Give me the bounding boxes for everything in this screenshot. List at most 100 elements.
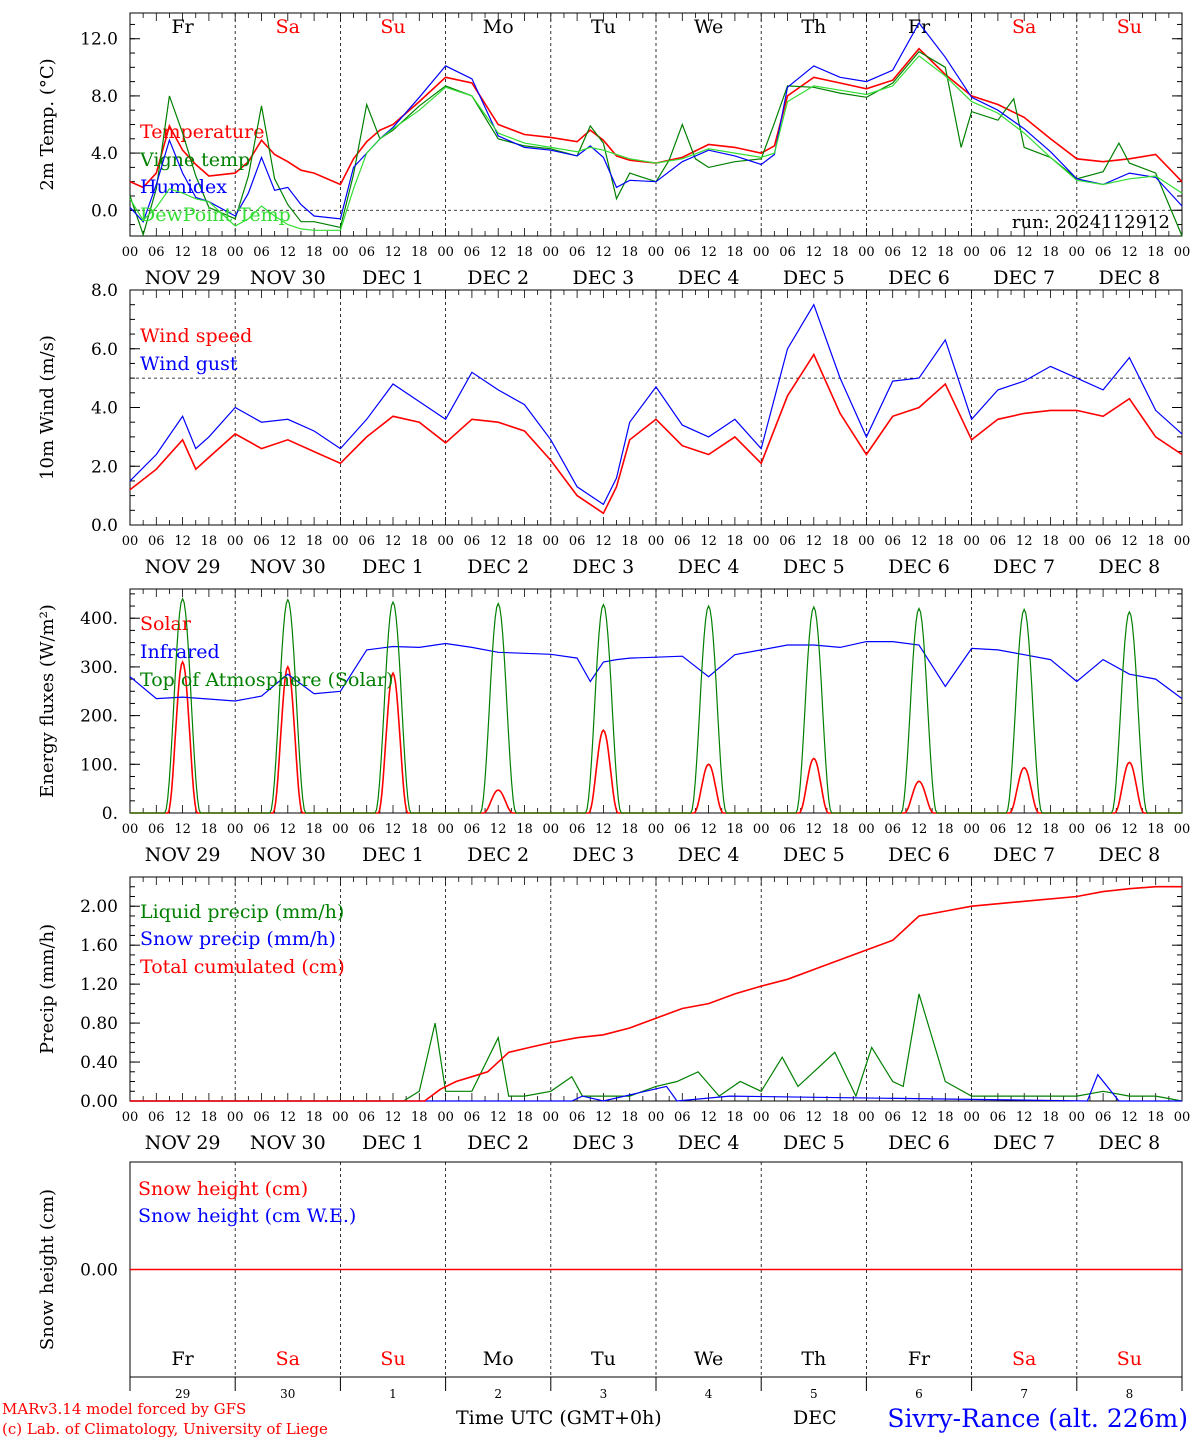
weekday-label: Sa xyxy=(276,16,300,38)
weekday-label: Sa xyxy=(1012,1348,1036,1370)
hour-tick-label: 00 xyxy=(753,245,770,260)
day-number-label: 6 xyxy=(915,1387,923,1401)
hour-tick-label: 00 xyxy=(1069,1110,1086,1125)
day-number-label: 29 xyxy=(175,1387,190,1401)
date-label: DEC 2 xyxy=(467,267,529,289)
hour-tick-label: 18 xyxy=(937,245,954,260)
y-tick-label: 4.0 xyxy=(91,144,118,164)
legend-entry: Infrared xyxy=(140,641,220,663)
hour-tick-label: 00 xyxy=(753,822,770,837)
hour-tick-label: 12 xyxy=(806,534,823,549)
weekday-label: Tu xyxy=(591,1348,616,1370)
date-label: DEC 3 xyxy=(573,267,635,289)
date-label: DEC 1 xyxy=(362,267,424,289)
hour-tick-label: 18 xyxy=(1042,534,1059,549)
weekday-label: Th xyxy=(801,16,826,38)
hour-tick-label: 00 xyxy=(648,245,665,260)
weekday-label: Tu xyxy=(591,16,616,38)
hour-tick-label: 00 xyxy=(332,245,349,260)
weekday-label: Su xyxy=(1117,16,1142,38)
hour-tick-label: 18 xyxy=(727,534,744,549)
series-line-wind-gust xyxy=(129,303,1183,506)
hour-tick-label: 00 xyxy=(227,245,244,260)
legend-entry: Wind gust xyxy=(140,353,238,375)
hour-tick-label: 18 xyxy=(727,1110,744,1125)
hour-tick-label: 00 xyxy=(1174,534,1191,549)
date-label: DEC 4 xyxy=(678,844,740,866)
series-line-humidex xyxy=(129,21,1183,223)
hour-tick-label: 06 xyxy=(569,1110,586,1125)
hour-tick-label: 12 xyxy=(1121,822,1138,837)
copyright-credit: (c) Lab. of Climatology, University of L… xyxy=(2,1420,328,1438)
hour-tick-label: 18 xyxy=(306,822,323,837)
date-label: DEC 8 xyxy=(1099,556,1161,578)
weekday-label: Sa xyxy=(276,1348,300,1370)
y-axis-title: Snow height (cm) xyxy=(37,1189,58,1350)
date-label: DEC 6 xyxy=(888,556,950,578)
series-line-top-of-atmosphere-solar- xyxy=(130,597,1182,814)
hour-tick-label: 00 xyxy=(753,1110,770,1125)
hour-tick-label: 00 xyxy=(1069,245,1086,260)
day-number-label: 1 xyxy=(389,1387,397,1401)
legend-entry: Solar xyxy=(140,613,192,635)
day-number-label: 3 xyxy=(600,1387,608,1401)
weekday-label: Sa xyxy=(1012,16,1036,38)
day-number-label: 8 xyxy=(1126,1387,1134,1401)
y-tick-label: 0.0 xyxy=(91,516,118,536)
hour-tick-label: 06 xyxy=(358,534,375,549)
hour-tick-label: 00 xyxy=(543,1110,560,1125)
y-tick-label: 2.00 xyxy=(80,897,118,917)
weekday-label: Mo xyxy=(483,16,514,38)
hour-tick-label: 00 xyxy=(1174,245,1191,260)
hour-tick-label: 18 xyxy=(1042,245,1059,260)
legend-entry: Snow height (cm W.E.) xyxy=(138,1205,356,1227)
hour-tick-label: 12 xyxy=(700,245,717,260)
series-line-total-cumulated-cm- xyxy=(130,885,1182,1102)
y-tick-label: 0. xyxy=(102,804,118,824)
y-axis-title: 10m Wind (m/s) xyxy=(37,335,58,480)
hour-tick-label: 06 xyxy=(358,822,375,837)
hour-tick-label: 18 xyxy=(201,534,218,549)
hour-tick-label: 12 xyxy=(700,534,717,549)
day-number-label: 2 xyxy=(494,1387,502,1401)
hour-tick-label: 06 xyxy=(569,245,586,260)
hour-tick-label: 12 xyxy=(806,822,823,837)
y-tick-label: 0.00 xyxy=(80,1092,118,1112)
hour-tick-label: 18 xyxy=(516,245,533,260)
hour-tick-label: 18 xyxy=(1147,245,1164,260)
hour-tick-label: 12 xyxy=(385,822,402,837)
y-tick-label: 12.0 xyxy=(80,30,118,50)
date-label: DEC 1 xyxy=(362,556,424,578)
hour-tick-label: 00 xyxy=(858,245,875,260)
hour-tick-label: 18 xyxy=(832,245,849,260)
hour-tick-label: 06 xyxy=(990,822,1007,837)
legend-entry: DewPoint Temp xyxy=(140,204,291,226)
day-number-label: 7 xyxy=(1020,1387,1028,1401)
panel-wind: 0.0 2.0 4.0 6.0 8.0 10m Wind (m/s) 00 06 12 18 NOV… xyxy=(37,281,1190,578)
footer: MARv3.14 model forced by GFS (c) Lab. of… xyxy=(2,1400,1188,1438)
hour-tick-label: 12 xyxy=(595,245,612,260)
hour-tick-label: 18 xyxy=(727,245,744,260)
date-label: DEC 3 xyxy=(573,1132,635,1154)
panel-frame xyxy=(129,588,1183,814)
y-tick-label: 4.0 xyxy=(91,399,118,419)
panel-precip: 0.00 0.40 0.80 1.20 1.60 2.00 Precip (mm/h) 00 0… xyxy=(37,876,1191,1154)
hour-tick-label: 12 xyxy=(174,534,191,549)
day-number-label: 30 xyxy=(280,1387,295,1401)
hour-tick-label: 06 xyxy=(1095,822,1112,837)
hour-tick-label: 06 xyxy=(148,534,165,549)
hour-tick-label: 00 xyxy=(227,1110,244,1125)
hour-tick-label: 06 xyxy=(674,245,691,260)
y-tick-label: 100. xyxy=(80,755,118,775)
hour-tick-label: 06 xyxy=(253,822,270,837)
hour-tick-label: 00 xyxy=(963,1110,980,1125)
model-credit: MARv3.14 model forced by GFS xyxy=(2,1400,246,1418)
hour-tick-label: 06 xyxy=(1095,1110,1112,1125)
hour-tick-label: 06 xyxy=(569,534,586,549)
hour-tick-label: 00 xyxy=(1069,534,1086,549)
hour-tick-label: 00 xyxy=(1174,1110,1191,1125)
hour-tick-label: 00 xyxy=(543,245,560,260)
hour-tick-label: 18 xyxy=(516,1110,533,1125)
series-line-vigne-temp xyxy=(129,50,1183,237)
hour-tick-label: 18 xyxy=(621,245,638,260)
